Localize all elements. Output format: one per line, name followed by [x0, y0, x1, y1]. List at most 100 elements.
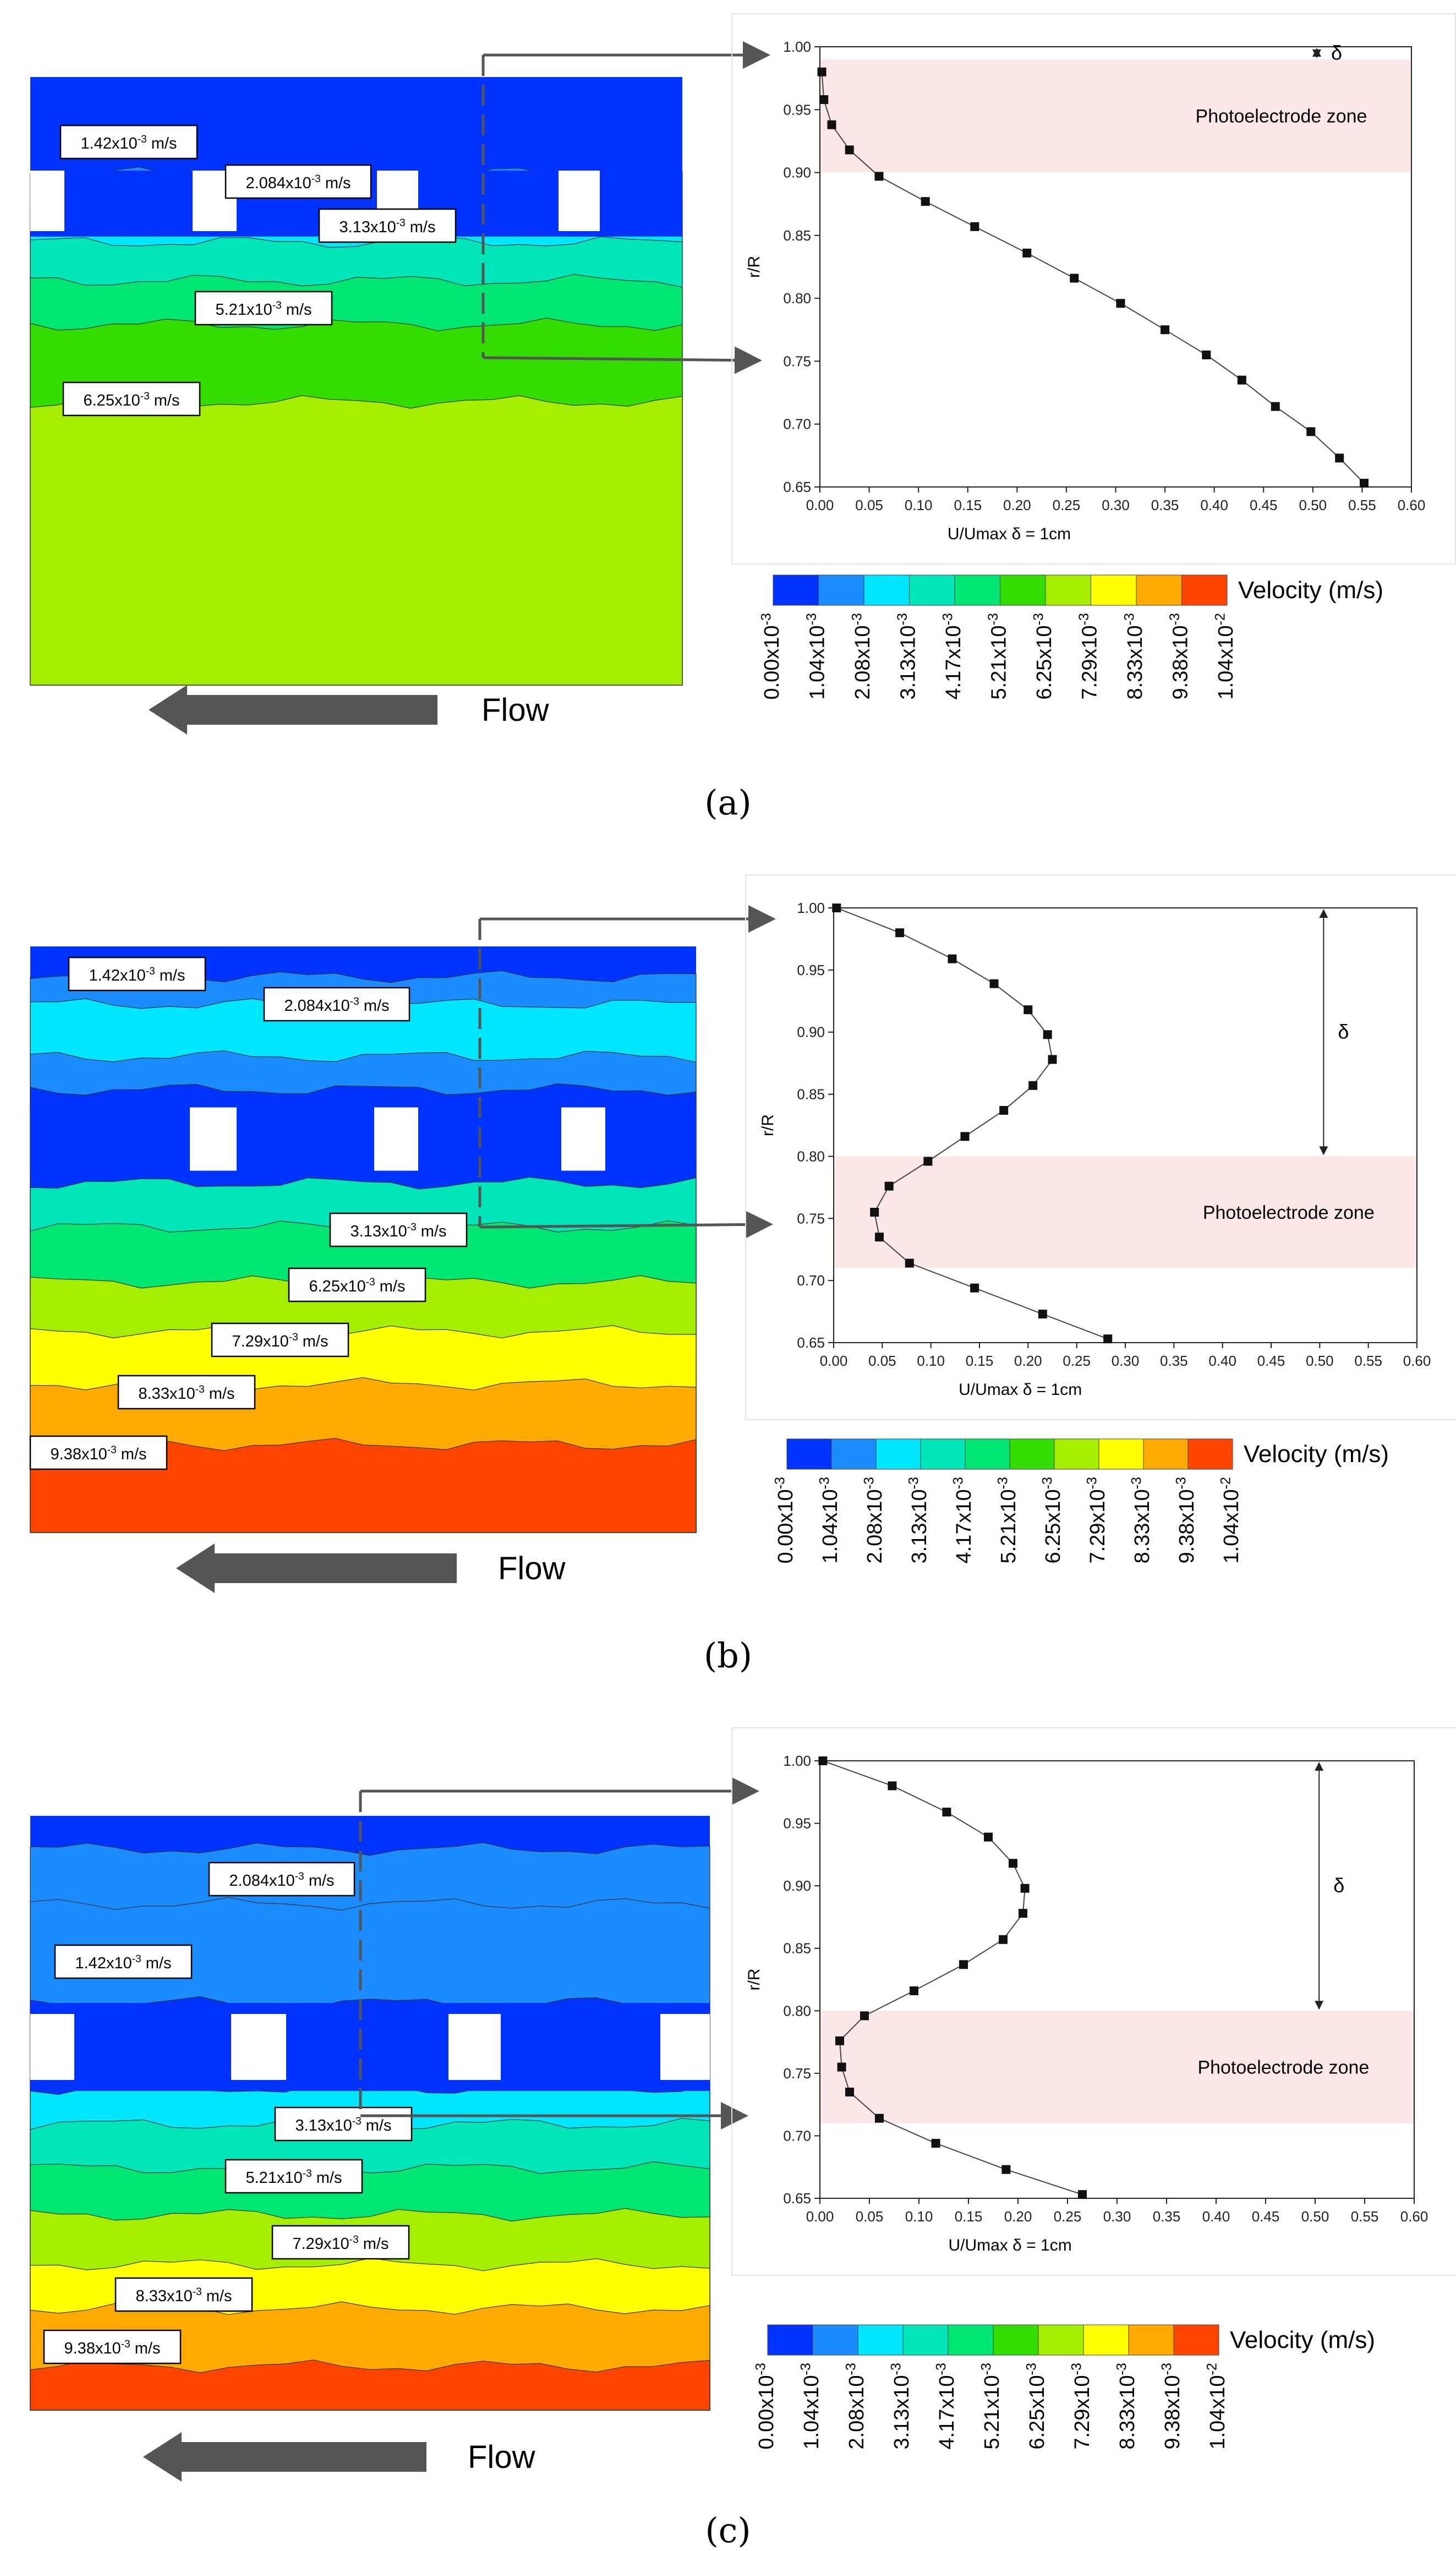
y-axis-label: r/R — [745, 256, 763, 278]
y-tick-label: 0.75 — [783, 2065, 811, 2082]
delta-arrow-bottom-icon — [1315, 2001, 1324, 2010]
profile-point — [984, 1832, 993, 1842]
legend-swatch — [1128, 2324, 1174, 2356]
legend-swatch — [1091, 574, 1137, 606]
x-tick-label: 0.25 — [1053, 497, 1081, 513]
legend-swatch — [965, 1438, 1010, 1470]
electrode-hole — [374, 1107, 418, 1171]
legend-tick-label: 0.00x10-3 — [759, 613, 784, 700]
zone-label: Photoelectrode zone — [1196, 106, 1367, 127]
profile-point — [1360, 479, 1369, 488]
x-tick-label: 0.15 — [955, 2208, 983, 2225]
velocity-label: 5.21x10-3 m/s — [225, 2159, 363, 2194]
x-tick-label: 0.35 — [1153, 2208, 1181, 2225]
profile-chart: Photoelectrode zone 0.00 0.05 0.10 0.15 0.20 0… — [731, 13, 1456, 565]
velocity-label-text: 2.084x10-3 m/s — [284, 996, 389, 1015]
y-tick-label: 0.90 — [783, 1877, 811, 1894]
legend-tick-label: 4.17x10-3 — [951, 1477, 976, 1564]
x-tick-label: 0.20 — [1003, 497, 1031, 513]
contour-plot: 2.084x10-3 m/s 1.42x10-3 m/s 3.13x10-3 m/s… — [30, 1816, 710, 2411]
x-tick-label: 0.55 — [1354, 1353, 1382, 1369]
profile-series-line — [823, 1760, 1083, 2196]
flow-label: Flow — [481, 692, 550, 728]
velocity-label-text: 7.29x10-3 m/s — [293, 2234, 389, 2253]
legend-swatch — [863, 574, 910, 606]
legend-tick-label: 5.21x10-3 — [979, 2363, 1004, 2450]
velocity-label: 3.13x10-3 m/s — [274, 2106, 413, 2142]
y-tick-label: 1.00 — [783, 39, 811, 55]
y-tick-label: 0.85 — [783, 1940, 811, 1957]
x-tick-label: 0.45 — [1252, 2208, 1280, 2225]
contour-plot: 1.42x10-3 m/s 2.084x10-3 m/s 3.13x10-3 m/s… — [29, 946, 697, 1533]
contour-band — [30, 2360, 710, 2411]
y-axis-label: r/R — [745, 1969, 763, 1991]
legend-swatch — [1098, 1438, 1144, 1470]
profile-point — [1237, 375, 1246, 385]
profile-point — [875, 1233, 884, 1242]
legend-swatch — [1045, 574, 1091, 606]
profile-point — [895, 928, 905, 938]
velocity-label: 7.29x10-3 m/s — [271, 2225, 410, 2260]
velocity-label: 8.33x10-3 m/s — [117, 1375, 256, 1410]
profile-point — [1019, 1909, 1027, 1918]
legend-tick-label: 5.21x10-3 — [986, 613, 1010, 700]
legend-tick-label: 8.33x10-3 — [1129, 1477, 1154, 1564]
velocity-label-box — [274, 2106, 413, 2142]
velocity-label-text: 7.29x10-3 m/s — [232, 1332, 329, 1350]
delta-symbol: δ — [1331, 41, 1342, 64]
x-tick-label: 0.10 — [905, 2208, 933, 2225]
velocity-label-box — [263, 987, 410, 1022]
panel-tag: (c) — [705, 2510, 751, 2550]
x-tick-label: 0.25 — [1063, 1353, 1091, 1369]
profile-point — [1048, 1055, 1057, 1064]
contour-plot: 1.42x10-3 m/s 2.084x10-3 m/s 3.13x10-3 m/s… — [30, 77, 683, 686]
legend-tick-label: 4.17x10-3 — [940, 613, 965, 700]
velocity-legend: Velocity (m/s) 0.00x10-3 1.04x10-3 2.08x10-… — [759, 574, 1383, 700]
y-tick-label: 0.95 — [797, 962, 825, 978]
velocity-label-box — [68, 956, 206, 992]
x-tick-label: 0.00 — [806, 497, 834, 513]
legend-tick-label: 4.17x10-3 — [934, 2363, 959, 2450]
legend-swatch — [1000, 574, 1046, 606]
velocity-label: 3.13x10-3 m/s — [318, 208, 457, 243]
legend-swatch — [1136, 574, 1182, 606]
legend-swatch — [1054, 1438, 1099, 1470]
y-tick-label: 0.65 — [797, 1334, 825, 1351]
x-tick-label: 0.30 — [1112, 1353, 1140, 1369]
legend-tick-label: 6.25x10-3 — [1031, 613, 1056, 700]
velocity-label-text: 1.42x10-3 m/s — [75, 1953, 172, 1972]
y-tick-label: 0.70 — [783, 416, 811, 433]
profile-point — [827, 120, 836, 129]
plot-area — [833, 907, 1417, 1343]
legend-swatch — [857, 2324, 904, 2356]
y-tick-label: 1.00 — [797, 900, 825, 916]
legend-tick-label: 6.25x10-3 — [1024, 2363, 1049, 2450]
x-tick-label: 0.55 — [1348, 497, 1376, 513]
legend-tick-label: 2.08x10-3 — [844, 2363, 868, 2450]
legend-tick-label: 3.13x10-3 — [906, 1477, 931, 1564]
flow-indicator: Flow — [143, 2432, 536, 2482]
profile-point — [1038, 1310, 1047, 1319]
connector-arrow-bottom — [479, 1211, 773, 1239]
electrode-hole — [561, 1107, 605, 1171]
legend-swatch — [1173, 2324, 1219, 2356]
legend-swatch — [1083, 2324, 1129, 2356]
profile-series-line — [836, 907, 1108, 1340]
velocity-label-box — [225, 2159, 363, 2194]
y-tick-label: 0.70 — [783, 2127, 811, 2144]
velocity-label-text: 1.42x10-3 m/s — [81, 134, 177, 152]
legend-swatch — [920, 1438, 966, 1470]
legend-tick-label: 9.38x10-3 — [1174, 1477, 1198, 1564]
x-axis-label: U/Umax δ = 1cm — [948, 525, 1071, 543]
velocity-label-text: 2.084x10-3 m/s — [229, 1871, 334, 1890]
x-tick-label: 0.35 — [1160, 1353, 1188, 1369]
legend-swatch — [875, 1438, 921, 1470]
delta-symbol: δ — [1338, 1021, 1349, 1043]
y-tick-label: 0.80 — [797, 1148, 825, 1164]
legend-swatch — [786, 1438, 832, 1470]
x-tick-label: 0.00 — [806, 2208, 834, 2225]
velocity-label: 2.084x10-3 m/s — [208, 1862, 355, 1897]
legend-tick-label: 9.38x10-3 — [1167, 613, 1192, 700]
delta-arrow-bottom-icon — [1312, 49, 1321, 58]
x-tick-label: 0.45 — [1250, 497, 1278, 513]
